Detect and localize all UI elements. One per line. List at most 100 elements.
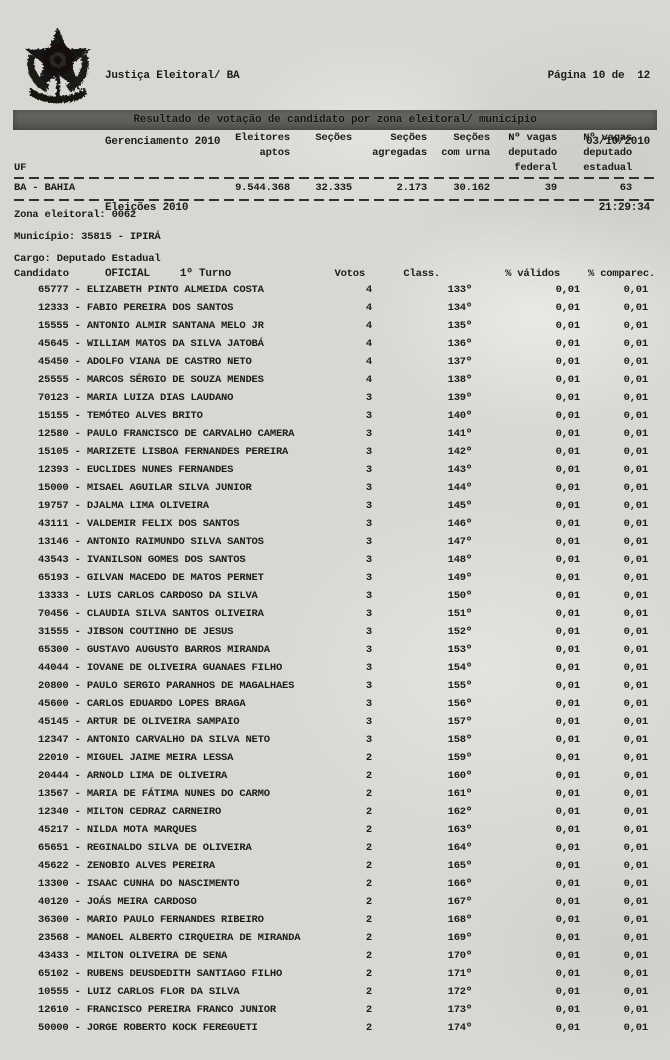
candidate-number: 36300	[38, 914, 69, 926]
votes-cell: 2	[365, 824, 372, 836]
system-name: Gerenciamento 2010	[105, 136, 221, 148]
pct-validos-cell: 0,01	[555, 986, 581, 998]
pct-comparec-cell: 0,01	[623, 680, 649, 692]
candidate-cell: 65193 - GILVAN MACEDO DE MATOS PERNET	[38, 572, 264, 584]
pct-validos-cell: 0,01	[555, 914, 581, 926]
candidate-cell: 25555 - MARCOS SÉRGIO DE SOUZA MENDES	[38, 374, 264, 386]
table-row: 13333 - LUIS CARLOS CARDOSO DA SILVA 3 150…	[14, 587, 656, 605]
candidate-number: 12347	[38, 734, 69, 746]
secoes-agregadas-value: 2.173	[396, 182, 427, 194]
pct-comparec-cell: 0,01	[623, 626, 649, 638]
votes-cell: 3	[365, 446, 372, 458]
candidate-cell: 36300 - MARIO PAULO FERNANDES RIBEIRO	[38, 914, 264, 926]
candidate-cell: 65102 - RUBENS DEUSDEDITH SANTIAGO FILHO	[38, 968, 283, 980]
table-row: 10555 - LUIZ CARLOS FLOR DA SILVA 2 172º 0,…	[14, 983, 656, 1001]
class-cell: 139º	[447, 392, 473, 404]
candidate-number: 23568	[38, 932, 69, 944]
pct-validos-cell: 0,01	[555, 788, 581, 800]
candidate-number: 45600	[38, 698, 69, 710]
candidate-number: 13146	[38, 536, 69, 548]
class-cell: 154º	[447, 662, 473, 674]
candidate-name: GILVAN MACEDO DE MATOS PERNET	[86, 572, 264, 584]
summary-header-row: UF Eleitores aptos Seções Seções agregad…	[14, 131, 656, 176]
table-row: 15000 - MISAEL AGUILAR SILVA JUNIOR 3 144º…	[14, 479, 656, 497]
table-row: 19757 - DJALMA LIMA OLIVEIRA 3 145º 0,01 0,0…	[14, 497, 656, 515]
votes-cell: 3	[365, 428, 372, 440]
class-cell: 171º	[447, 968, 473, 980]
candidate-number: 45217	[38, 824, 69, 836]
candidate-number: 45645	[38, 338, 69, 350]
candidate-number: 45622	[38, 860, 69, 872]
vagas-estadual-column-header: Nº vagas deputado estadual	[583, 132, 632, 174]
votes-cell: 4	[365, 356, 372, 368]
class-cell: 153º	[447, 644, 473, 656]
class-cell: 161º	[447, 788, 473, 800]
candidate-name: LUIZ CARLOS FLOR DA SILVA	[86, 986, 240, 998]
candidate-cell: 15000 - MISAEL AGUILAR SILVA JUNIOR	[38, 482, 252, 494]
pct-comparec-cell: 0,01	[623, 698, 649, 710]
votes-cell: 2	[365, 788, 372, 800]
class-cell: 172º	[447, 986, 473, 998]
table-row: 31555 - JIBSON COUTINHO DE JESUS 3 152º 0,0…	[14, 623, 656, 641]
candidate-name: IOVANE DE OLIVEIRA GUANAES FILHO	[86, 662, 283, 674]
table-row: 43543 - IVANILSON GOMES DOS SANTOS 3 148º 0…	[14, 551, 656, 569]
class-cell: 145º	[447, 500, 473, 512]
pct-comparec-cell: 0,01	[623, 320, 649, 332]
candidate-number: 12610	[38, 1004, 69, 1016]
election-name: Eleições 2010	[105, 202, 189, 214]
class-cell: 163º	[447, 824, 473, 836]
pct-validos-column-header: % válidos	[505, 268, 560, 280]
candidate-cell: 13333 - LUIS CARLOS CARDOSO DA SILVA	[38, 590, 258, 602]
pct-comparec-cell: 0,01	[623, 662, 649, 674]
table-row: 20800 - PAULO SERGIO PARANHOS DE MAGALHA…	[14, 677, 656, 695]
cargo-value: Deputado Estadual	[56, 253, 161, 265]
candidate-cell: 65651 - REGINALDO SILVA DE OLIVEIRA	[38, 842, 252, 854]
pct-comparec-cell: 0,01	[623, 734, 649, 746]
pct-comparec-cell: 0,01	[623, 716, 649, 728]
table-row: 12340 - MILTON CEDRAZ CARNEIRO 2 162º 0,01 0…	[14, 803, 656, 821]
pct-validos-cell: 0,01	[555, 842, 581, 854]
pct-comparec-cell: 0,01	[623, 608, 649, 620]
table-row: 43433 - MILTON OLIVEIRA DE SENA 2 170º 0,01…	[14, 947, 656, 965]
candidate-number: 65102	[38, 968, 69, 980]
candidate-number: 12580	[38, 428, 69, 440]
candidate-cell: 45600 - CARLOS EDUARDO LOPES BRAGA	[38, 698, 246, 710]
candidate-number: 65193	[38, 572, 69, 584]
candidate-number: 15000	[38, 482, 69, 494]
class-cell: 147º	[447, 536, 473, 548]
candidate-cell: 45645 - WILLIAM MATOS DA SILVA JATOBÁ	[38, 338, 264, 350]
report-title: Resultado de votação de candidato por zo…	[133, 114, 537, 126]
table-row: 45217 - NILDA MOTA MARQUES 2 163º 0,01 0,01	[14, 821, 656, 839]
candidate-cell: 22010 - MIGUEL JAIME MEIRA LESSA	[38, 752, 234, 764]
candidate-number: 22010	[38, 752, 69, 764]
table-row: 12610 - FRANCISCO PEREIRA FRANCO JUNIOR 2…	[14, 1001, 656, 1019]
candidate-name: EUCLIDES NUNES FERNANDES	[86, 464, 234, 476]
votes-cell: 3	[365, 716, 372, 728]
candidate-name: LUIS CARLOS CARDOSO DA SILVA	[86, 590, 258, 602]
votes-cell: 3	[365, 518, 372, 530]
class-cell: 170º	[447, 950, 473, 962]
table-row: 12393 - EUCLIDES NUNES FERNANDES 3 143º 0,0…	[14, 461, 656, 479]
pct-comparec-cell: 0,01	[623, 950, 649, 962]
class-cell: 160º	[447, 770, 473, 782]
table-row: 12347 - ANTONIO CARVALHO DA SILVA NETO 3 1…	[14, 731, 656, 749]
pct-validos-cell: 0,01	[555, 824, 581, 836]
candidate-cell: 12347 - ANTONIO CARVALHO DA SILVA NETO	[38, 734, 270, 746]
candidate-name: MISAEL AGUILAR SILVA JUNIOR	[86, 482, 252, 494]
class-cell: 167º	[447, 896, 473, 908]
pct-comparec-cell: 0,01	[623, 932, 649, 944]
pct-comparec-cell: 0,01	[623, 842, 649, 854]
candidate-number: 25555	[38, 374, 69, 386]
pct-validos-cell: 0,01	[555, 320, 581, 332]
pct-validos-cell: 0,01	[555, 284, 581, 296]
votes-cell: 3	[365, 554, 372, 566]
table-row: 15555 - ANTONIO ALMIR SANTANA MELO JR 4 13…	[14, 317, 656, 335]
pct-validos-cell: 0,01	[555, 752, 581, 764]
candidate-name: ARTUR DE OLIVEIRA SAMPAIO	[86, 716, 240, 728]
candidate-number: 15155	[38, 410, 69, 422]
table-row: 25555 - MARCOS SÉRGIO DE SOUZA MENDES 4 13…	[14, 371, 656, 389]
votes-cell: 2	[365, 932, 372, 944]
candidate-name: MARCOS SÉRGIO DE SOUZA MENDES	[86, 374, 264, 386]
doc-type-line: OFICIAL 1º Turno	[105, 263, 239, 285]
class-column-header: Class.	[403, 268, 440, 280]
